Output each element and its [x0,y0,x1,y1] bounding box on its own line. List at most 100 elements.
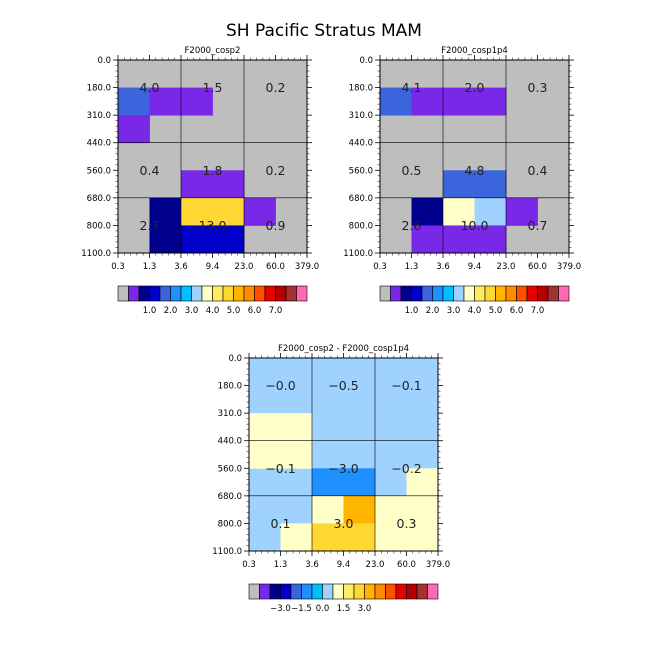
colorbar-swatch [516,285,528,302]
heatmap-cell [212,225,245,254]
heatmap-cell [181,225,213,254]
colorbar-swatch [432,285,444,302]
colorbar-swatch [254,285,266,302]
colorbar-swatch [170,285,182,302]
colorbar: 1.0 2.0 3.0 4.0 5.0 6.0 7.0 [117,285,308,316]
y-tick-label: 680.0 [87,194,111,204]
colorbar-swatch [374,583,386,600]
colorbar-swatch [128,285,140,302]
heatmap-cell [380,87,412,116]
colorbar-swatch [495,285,507,302]
x-tick-label: 9.4 [337,560,351,570]
panel-title: F2000_cosp2 [185,46,241,56]
cell-value-label: 0.1 [271,516,291,531]
colorbar-swatch [159,285,171,302]
y-tick-label: 560.0 [349,166,373,176]
colorbar-label: 2.0 [164,306,178,316]
colorbar-swatch [301,583,313,600]
cell-value-label: 3.0 [334,516,354,531]
cell-value-label: 0.4 [140,163,160,178]
cell-value-label: −0.0 [265,378,295,393]
cell-value-label: 4.0 [140,80,160,95]
colorbar-label: 6.0 [510,306,524,316]
panel-title: F2000_cosp1p4 [441,46,508,56]
x-tick-label: 23.0 [366,560,385,570]
colorbar-swatch [259,583,271,600]
colorbar-swatch [149,285,161,302]
heatmap-cell [343,468,376,497]
y-tick-label: 800.0 [87,221,111,231]
colorbar-label: 5.0 [489,306,503,316]
y-tick-label: 180.0 [87,84,111,94]
heatmap-cell [411,87,444,116]
colorbar-swatch [264,285,276,302]
colorbar-label: 7.0 [531,306,545,316]
y-tick-label: 1100.0 [343,249,373,259]
colorbar-label: 1.0 [405,306,419,316]
colorbar-swatch [201,285,213,302]
x-tick-label: 1.3 [274,560,288,570]
y-tick-label: 310.0 [218,409,242,419]
heatmap-cell [343,523,376,552]
colorbar-swatch [212,285,224,302]
x-tick-label: 0.3 [373,262,387,272]
heatmap-cell [118,87,150,116]
y-tick-label: 180.0 [349,84,373,94]
colorbar-label: 6.0 [248,306,262,316]
colorbar-swatch [138,285,150,302]
colorbar-swatch [180,285,192,302]
cell-value-label: 4.1 [402,80,422,95]
heatmap-cell [312,468,344,497]
heatmap-cell [406,468,439,497]
cell-value-label: 13.0 [199,218,227,233]
panel-2: F2000_cosp1p4 0.3 1.3 3.6 9.4 23.0 60.0 379.0 0.… [343,46,581,316]
colorbar-swatch [311,583,323,600]
colorbar-swatch [474,285,486,302]
cell-value-label: 0.5 [402,163,422,178]
colorbar-label: 0.0 [316,604,330,614]
colorbar-swatch [411,285,423,302]
colorbar-swatch [332,583,344,600]
colorbar-label: 5.0 [227,306,241,316]
y-tick-label: 310.0 [87,111,111,121]
x-tick-label: 9.4 [206,262,220,272]
cell-value-label: 0.4 [528,163,548,178]
y-tick-label: 1100.0 [212,547,242,557]
colorbar-swatch [222,285,234,302]
heatmap-cell [406,495,439,524]
heatmap-cell [181,87,213,116]
heatmap-cell [149,225,182,254]
y-tick-label: 680.0 [349,194,373,204]
y-tick-label: 0.0 [228,354,242,364]
heatmap-cell [280,413,313,442]
heatmap-cell [406,523,439,552]
cell-value-label: 2.7 [140,218,160,233]
colorbar-swatch [385,583,397,600]
heatmap-cell [443,170,475,199]
colorbar-swatch [526,285,538,302]
colorbar-swatch [400,285,412,302]
colorbar-swatch [280,583,292,600]
panel-3: F2000_cosp2 - F2000_cosp1p4 0.3 1.3 3.6 9.4 2… [212,344,450,614]
y-tick-label: 180.0 [218,382,242,392]
colorbar-swatch [484,285,496,302]
colorbar-label: −3.0 [270,604,291,614]
x-tick-label: 379.0 [426,560,450,570]
colorbar-label: 3.0 [358,604,372,614]
colorbar-label: 4.0 [206,306,220,316]
x-tick-label: 379.0 [557,262,581,272]
panels: F2000_cosp2 0.3 1.3 3.6 9.4 23.0 60.0 379.0 0.0 1… [81,46,581,614]
heatmap-cell [244,197,276,226]
x-tick-label: 1.3 [405,262,419,272]
y-tick-label: 440.0 [349,139,373,149]
y-tick-label: 0.0 [97,56,111,66]
cell-value-label: −0.2 [391,461,421,476]
heatmap-cell [212,197,245,226]
colorbar-swatch [537,285,549,302]
heatmap-cell [149,87,182,116]
cell-value-label: −0.1 [391,378,421,393]
cell-value-label: −0.1 [265,461,295,476]
y-tick-label: 560.0 [218,464,242,474]
colorbar-swatch [547,285,559,302]
